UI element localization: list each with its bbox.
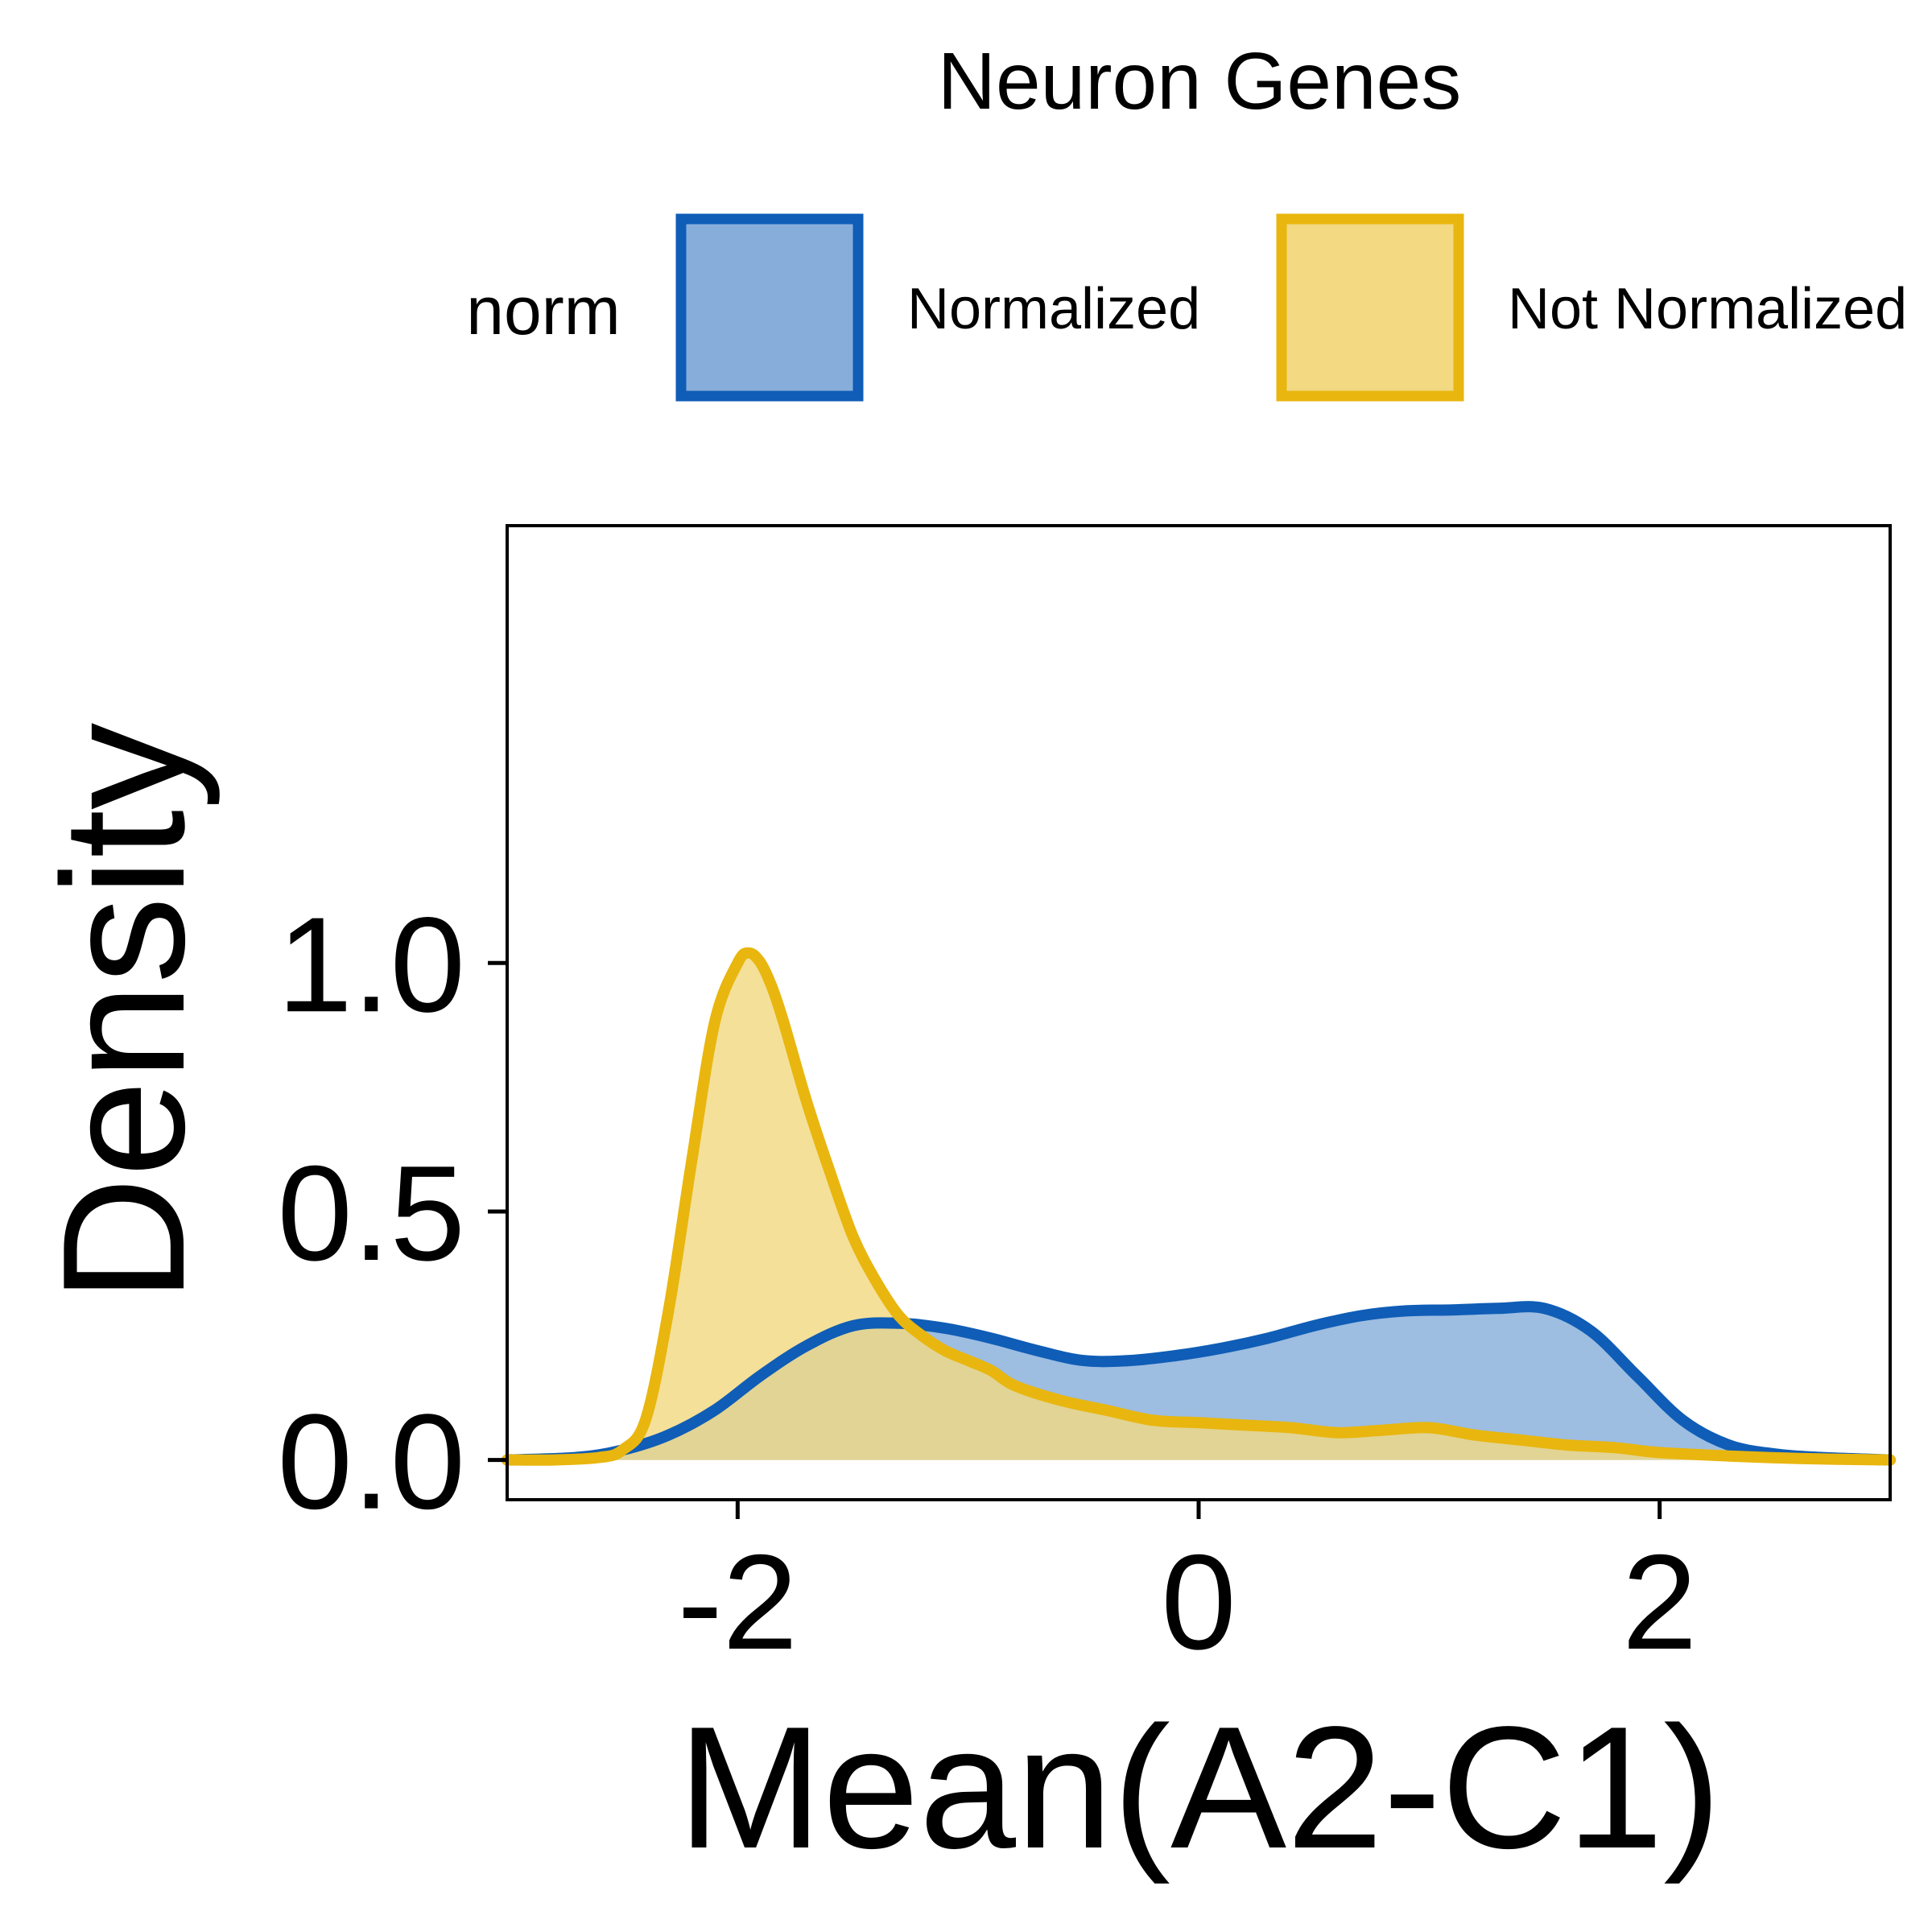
x-tick-label: 2 [1622, 1526, 1697, 1678]
x-tick-label: -2 [678, 1526, 798, 1678]
y-tick-label: 0.5 [277, 1137, 465, 1289]
legend-key-normalized [675, 213, 864, 402]
y-axis-title: Density [26, 723, 221, 1302]
y-axis: 0.0 0.5 1.0 [277, 889, 507, 1538]
x-axis-title: Mean(A2-C1) [678, 1690, 1721, 1885]
legend-key-not-normalized [1276, 213, 1464, 402]
y-tick-label: 0.0 [277, 1386, 465, 1538]
legend-title: norm [466, 273, 620, 349]
density-fill-not-normalized [507, 952, 1890, 1460]
density-line-not-normalized [502, 947, 1896, 1466]
legend: norm Normalized Not Normalized [466, 213, 1907, 402]
x-tick-label: 0 [1161, 1526, 1236, 1678]
y-tick-label: 1.0 [277, 889, 465, 1040]
density-line-normalized [502, 1301, 1896, 1466]
x-axis: -2 0 2 [678, 1500, 1697, 1678]
legend-label-normalized: Normalized [907, 277, 1200, 341]
legend-label-not-normalized: Not Normalized [1508, 277, 1907, 341]
chart-title: Neuron Genes [938, 36, 1461, 126]
series-layer [502, 947, 1896, 1466]
